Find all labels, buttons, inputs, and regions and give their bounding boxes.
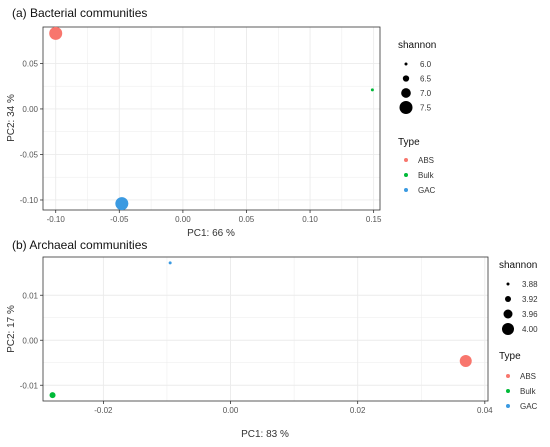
bacterial-x-tick-label: 0.10 [302, 215, 318, 224]
bacterial-y-tick-label: 0.00 [22, 105, 38, 114]
bacterial-type-legend-label: ABS [418, 156, 434, 165]
archaeal-size-legend-dot [502, 323, 514, 335]
archaeal-size-legend-dot [505, 296, 511, 302]
bacterial-x-tick-label: 0.05 [239, 215, 255, 224]
bacterial-size-legend-dot [402, 75, 410, 82]
archaeal-size-legend-label: 3.92 [522, 295, 538, 304]
bacterial-y-axis-label: PC2: 34 % [6, 94, 17, 142]
bacterial-grid [43, 27, 380, 210]
bacterial-x-axis-label: PC1: 66 % [187, 228, 235, 239]
archaeal-type-legend-label: Bulk [520, 387, 537, 396]
bacterial-type-legend-dot-gac [404, 188, 408, 192]
archaeal-x-tick-label: 0.00 [223, 406, 239, 415]
bacterial-x-tick-label: -0.10 [47, 215, 66, 224]
archaeal-x-tick-label: 0.02 [350, 406, 366, 415]
bacterial-x-tick-label: 0.15 [366, 215, 382, 224]
bacterial-size-legend-dot [401, 88, 411, 98]
archaeal-point-abs [459, 354, 472, 367]
archaeal-type-legend-dot-bulk [506, 389, 510, 393]
bacterial-panel-background [43, 27, 380, 210]
archaeal-type-legend-dot-gac [506, 404, 510, 408]
archaeal-size-legend-label: 4.00 [522, 325, 538, 334]
archaeal-size-legend-label: 3.96 [522, 310, 538, 319]
bacterial-point-abs [49, 26, 63, 40]
bacterial-point-bulk [370, 88, 374, 92]
bacterial-y-tick-label: -0.05 [20, 150, 39, 159]
bacterial-panel-border [42, 26, 381, 211]
archaeal-x-axis-label: PC1: 83 % [241, 429, 289, 440]
bacterial-size-legend-label: 6.0 [420, 60, 432, 69]
archaeal-type-legend-label: ABS [520, 372, 536, 381]
bacterial-chart-title: (a) Bacterial communities [12, 6, 147, 20]
archaeal-y-tick-label: -0.01 [20, 381, 39, 390]
bacterial-size-legend-dot [404, 62, 408, 66]
bacterial-type-legend-dot-bulk [404, 173, 408, 177]
archaeal-x-tick-label: 0.04 [477, 406, 493, 415]
archaeal-size-legend-label: 3.88 [522, 280, 538, 289]
bacterial-y-tick-label: -0.10 [20, 196, 39, 205]
bacterial-size-legend-label: 7.0 [420, 89, 432, 98]
archaeal-size-legend-dot [506, 282, 510, 286]
bacterial-x-tick-label: -0.05 [110, 215, 129, 224]
bacterial-type-legend-label: GAC [418, 186, 436, 195]
archaeal-point-bulk [49, 392, 56, 399]
archaeal-y-axis-label: PC2: 17 % [6, 305, 17, 353]
archaeal-size-legend-title: shannon [499, 260, 537, 271]
bacterial-size-legend-label: 7.5 [420, 104, 432, 113]
bacterial-size-legend-label: 6.5 [420, 75, 432, 84]
bacterial-plot: (a) Bacterial communities -0.10 -0.05 0.00 0… [6, 6, 436, 239]
archaeal-y-tick-label: 0.00 [22, 336, 38, 345]
bacterial-type-legend-label: Bulk [418, 171, 435, 180]
archaeal-grid [43, 257, 488, 401]
bacterial-size-legend-title: shannon [398, 40, 436, 51]
archaeal-plot: (b) Archaeal communities -0.02 0.00 0.02 0.0… [6, 238, 538, 440]
archaeal-panel-background [43, 257, 488, 401]
bacterial-y-tick-label: 0.05 [22, 59, 38, 68]
bacterial-type-legend-dot-abs [404, 158, 408, 162]
archaeal-point-gac [168, 261, 172, 265]
bacterial-x-tick-label: 0.00 [175, 215, 191, 224]
archaeal-type-legend-dot-abs [506, 374, 510, 378]
bacterial-type-legend-title: Type [398, 137, 420, 148]
archaeal-type-legend-title: Type [499, 351, 521, 362]
bacterial-size-legend-dot [399, 101, 413, 114]
archaeal-panel-border [42, 256, 489, 402]
archaeal-type-legend-label: GAC [520, 402, 538, 411]
archaeal-chart-title: (b) Archaeal communities [12, 238, 147, 252]
archaeal-y-tick-label: 0.01 [22, 291, 38, 300]
archaeal-size-legend-dot [503, 309, 513, 319]
bacterial-point-gac [115, 197, 129, 211]
archaeal-x-tick-label: -0.02 [94, 406, 113, 415]
